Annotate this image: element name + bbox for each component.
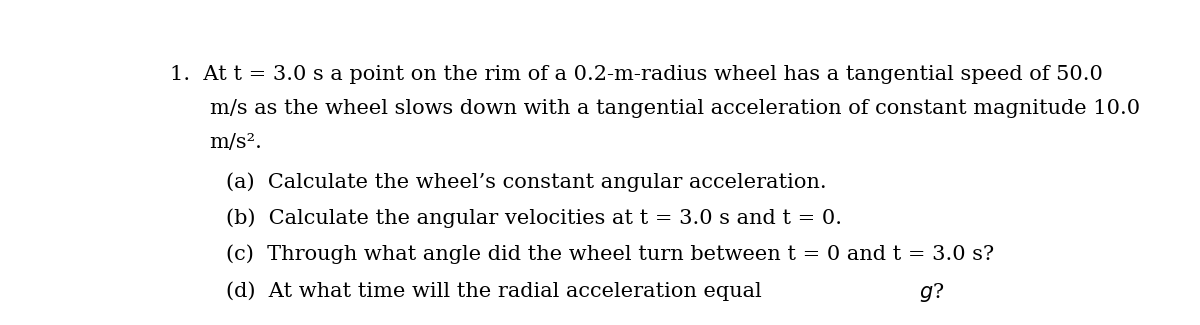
Text: (a)  Calculate the wheel’s constant angular acceleration.: (a) Calculate the wheel’s constant angul… — [227, 172, 827, 192]
Text: (c)  Through what angle did the wheel turn between t = 0 and t = 3.0 s?: (c) Through what angle did the wheel tur… — [227, 245, 995, 264]
Text: 1.  At t = 3.0 s a point on the rim of a 0.2-m-radius wheel has a tangential spe: 1. At t = 3.0 s a point on the rim of a … — [170, 65, 1103, 84]
Text: m/s as the wheel slows down with a tangential acceleration of constant magnitude: m/s as the wheel slows down with a tange… — [210, 99, 1140, 118]
Text: m/s².: m/s². — [210, 133, 263, 152]
Text: $g$?: $g$? — [919, 281, 944, 304]
Text: (d)  At what time will the radial acceleration equal: (d) At what time will the radial acceler… — [227, 281, 769, 301]
Text: (b)  Calculate the angular velocities at t = 3.0 s and t = 0.: (b) Calculate the angular velocities at … — [227, 208, 842, 228]
